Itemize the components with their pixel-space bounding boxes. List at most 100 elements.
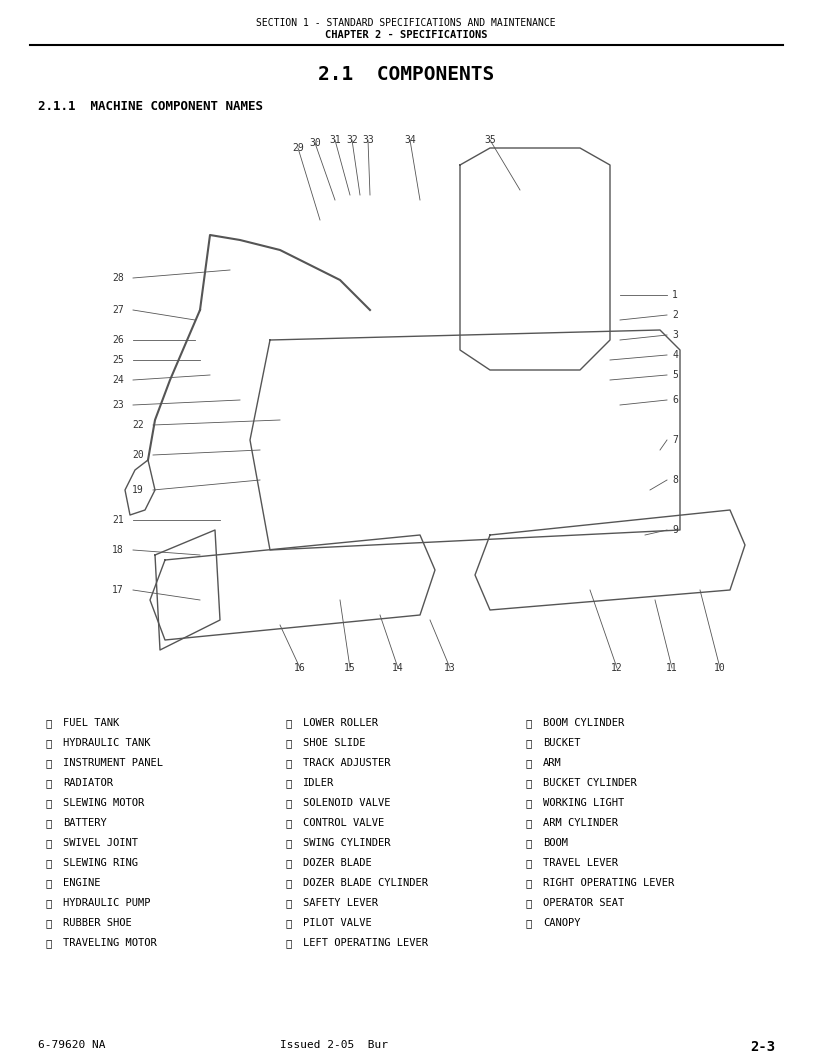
Text: 4: 4 [672, 351, 678, 360]
Text: ⑸: ⑸ [525, 718, 531, 728]
Text: 18: 18 [112, 545, 124, 555]
Text: ⑦: ⑦ [45, 838, 51, 848]
Text: SLEWING RING: SLEWING RING [63, 858, 138, 868]
Text: 11: 11 [666, 663, 678, 674]
Text: TRACK ADJUSTER: TRACK ADJUSTER [303, 758, 390, 768]
Text: 14: 14 [392, 663, 404, 674]
Text: ⑰: ⑰ [285, 798, 291, 808]
Text: ③: ③ [45, 758, 51, 768]
Text: CONTROL VALVE: CONTROL VALVE [303, 818, 385, 828]
Text: ⑧: ⑧ [45, 858, 51, 868]
Text: DOZER BLADE CYLINDER: DOZER BLADE CYLINDER [303, 878, 428, 889]
Text: TRAVEL LEVER: TRAVEL LEVER [543, 858, 618, 868]
Text: CANOPY: CANOPY [543, 918, 580, 928]
Text: INSTRUMENT PANEL: INSTRUMENT PANEL [63, 758, 163, 768]
Text: ⑥: ⑥ [45, 818, 51, 828]
Text: ⑪: ⑪ [45, 918, 51, 928]
Text: ⑶: ⑶ [285, 918, 291, 928]
Text: ⑱: ⑱ [285, 818, 291, 828]
Text: HYDRAULIC PUMP: HYDRAULIC PUMP [63, 898, 150, 908]
Text: 12: 12 [611, 663, 623, 674]
Text: 10: 10 [714, 663, 726, 674]
Text: ⒀: ⒀ [525, 878, 531, 889]
Text: 22: 22 [133, 420, 144, 430]
Text: 34: 34 [404, 134, 416, 145]
Text: SLEWING MOTOR: SLEWING MOTOR [63, 798, 144, 808]
Text: ①: ① [45, 718, 51, 728]
Text: 26: 26 [112, 335, 124, 345]
Text: BUCKET: BUCKET [543, 738, 580, 748]
Text: 2.1.1  MACHINE COMPONENT NAMES: 2.1.1 MACHINE COMPONENT NAMES [38, 100, 263, 113]
Text: PILOT VALVE: PILOT VALVE [303, 918, 372, 928]
Text: 25: 25 [112, 355, 124, 365]
Text: 9: 9 [672, 525, 678, 535]
Text: SHOE SLIDE: SHOE SLIDE [303, 738, 366, 748]
Text: 31: 31 [329, 134, 341, 145]
Text: ⑼: ⑼ [525, 798, 531, 808]
Text: ⑬: ⑬ [285, 718, 291, 728]
Text: 7: 7 [672, 435, 678, 445]
Text: ⑭: ⑭ [285, 738, 291, 748]
Text: LEFT OPERATING LEVER: LEFT OPERATING LEVER [303, 938, 428, 948]
Text: DOZER BLADE: DOZER BLADE [303, 858, 372, 868]
Text: 19: 19 [133, 485, 144, 495]
Text: ⑻: ⑻ [525, 778, 531, 788]
Text: ⑾: ⑾ [525, 838, 531, 848]
Text: BOOM CYLINDER: BOOM CYLINDER [543, 718, 624, 728]
Text: ⑯: ⑯ [285, 778, 291, 788]
Text: 5: 5 [672, 370, 678, 380]
Text: IDLER: IDLER [303, 778, 334, 788]
Text: 28: 28 [112, 273, 124, 283]
Text: HYDRAULIC TANK: HYDRAULIC TANK [63, 738, 150, 748]
Text: ENGINE: ENGINE [63, 878, 101, 889]
Text: TRAVELING MOTOR: TRAVELING MOTOR [63, 938, 157, 948]
Text: 30: 30 [309, 138, 321, 148]
Text: ⑿: ⑿ [525, 858, 531, 868]
Text: 20: 20 [133, 450, 144, 460]
Text: ⑩: ⑩ [45, 898, 51, 908]
Text: BOOM: BOOM [543, 838, 568, 848]
Text: RADIATOR: RADIATOR [63, 778, 113, 788]
Text: SWIVEL JOINT: SWIVEL JOINT [63, 838, 138, 848]
Text: 16: 16 [294, 663, 306, 674]
Text: LOWER ROLLER: LOWER ROLLER [303, 718, 378, 728]
Text: ⑴: ⑴ [285, 878, 291, 889]
Text: CHAPTER 2 - SPECIFICATIONS: CHAPTER 2 - SPECIFICATIONS [324, 30, 487, 40]
Text: 32: 32 [346, 134, 358, 145]
Text: SAFETY LEVER: SAFETY LEVER [303, 898, 378, 908]
Text: 6-79620 NA: 6-79620 NA [38, 1040, 106, 1051]
Text: ⑤: ⑤ [45, 798, 51, 808]
Text: WORKING LIGHT: WORKING LIGHT [543, 798, 624, 808]
Text: 35: 35 [484, 134, 496, 145]
Text: SWING CYLINDER: SWING CYLINDER [303, 838, 390, 848]
Text: BUCKET CYLINDER: BUCKET CYLINDER [543, 778, 637, 788]
Text: 33: 33 [362, 134, 374, 145]
Text: ⑳: ⑳ [285, 858, 291, 868]
Text: 2-3: 2-3 [750, 1040, 775, 1054]
Text: ②: ② [45, 738, 51, 748]
Text: OPERATOR SEAT: OPERATOR SEAT [543, 898, 624, 908]
Text: FUEL TANK: FUEL TANK [63, 718, 120, 728]
Text: ⒂: ⒂ [525, 918, 531, 928]
Text: ⑫: ⑫ [45, 938, 51, 948]
Text: ⑽: ⑽ [525, 818, 531, 828]
Text: 3: 3 [672, 330, 678, 340]
Text: ARM: ARM [543, 758, 562, 768]
Text: 17: 17 [112, 585, 124, 595]
Text: 13: 13 [444, 663, 456, 674]
Text: ⑵: ⑵ [285, 898, 291, 908]
Text: 24: 24 [112, 375, 124, 385]
Text: RUBBER SHOE: RUBBER SHOE [63, 918, 132, 928]
Text: ⑺: ⑺ [525, 758, 531, 768]
Text: SECTION 1 - STANDARD SPECIFICATIONS AND MAINTENANCE: SECTION 1 - STANDARD SPECIFICATIONS AND … [256, 18, 556, 28]
Text: Issued 2-05  Bur: Issued 2-05 Bur [280, 1040, 388, 1051]
Text: 15: 15 [344, 663, 356, 674]
Text: 2: 2 [672, 310, 678, 320]
Text: ⑨: ⑨ [45, 878, 51, 889]
Text: ⑷: ⑷ [285, 938, 291, 948]
Text: ARM CYLINDER: ARM CYLINDER [543, 818, 618, 828]
Text: 23: 23 [112, 400, 124, 410]
Text: ⑲: ⑲ [285, 838, 291, 848]
Text: ④: ④ [45, 778, 51, 788]
Text: 2.1  COMPONENTS: 2.1 COMPONENTS [318, 65, 494, 84]
